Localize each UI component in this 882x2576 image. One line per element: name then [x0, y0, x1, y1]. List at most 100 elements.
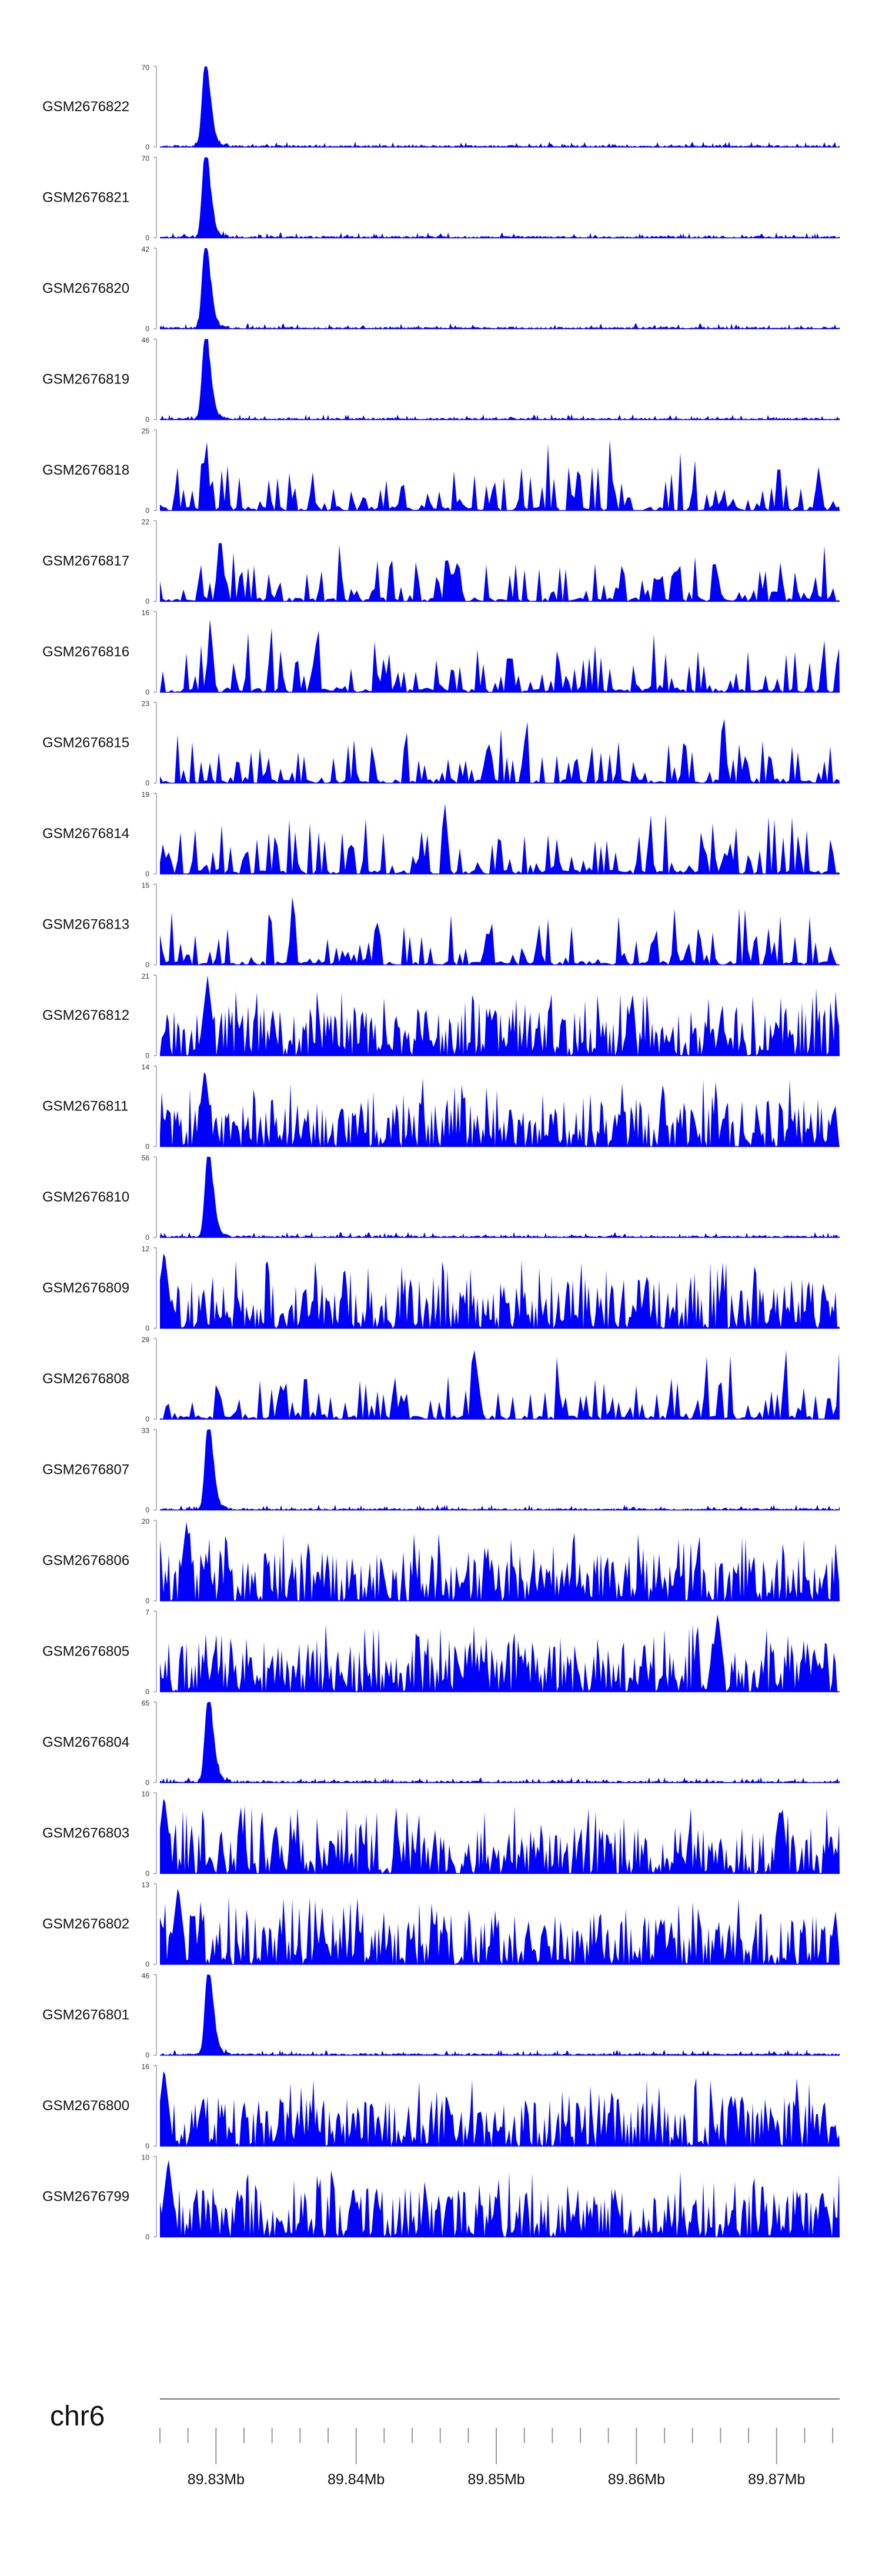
track-GSM2676808: GSM2676808 29 0 — [42, 1336, 840, 1423]
y-min-label: 0 — [145, 1597, 149, 1605]
y-min-label: 0 — [145, 1506, 149, 1514]
y-max-label: 70 — [142, 155, 150, 163]
y-max-label: 10 — [142, 2154, 150, 2162]
track-GSM2676819: GSM2676819 46 0 — [42, 336, 840, 424]
y-max-label: 21 — [142, 972, 150, 980]
coverage-area — [160, 1702, 840, 1783]
track-GSM2676816: GSM2676816 16 0 — [42, 609, 840, 696]
coverage-area — [160, 248, 840, 329]
y-min-label: 0 — [145, 1870, 149, 1878]
track-label: GSM2676804 — [42, 1734, 129, 1750]
y-min-label: 0 — [145, 2233, 149, 2241]
y-min-label: 0 — [145, 1778, 149, 1787]
y-max-label: 16 — [142, 2063, 150, 2071]
y-max-label: 16 — [142, 609, 150, 617]
coverage-area — [160, 719, 840, 783]
coverage-area — [160, 1253, 840, 1329]
y-min-label: 0 — [145, 506, 149, 515]
coverage-area — [160, 1974, 840, 2056]
y-max-label: 70 — [142, 64, 150, 72]
track-label: GSM2676799 — [42, 2189, 129, 2205]
track-label: GSM2676805 — [42, 1644, 129, 1660]
track-GSM2676812: GSM2676812 21 0 — [42, 972, 840, 1060]
y-max-label: 46 — [142, 336, 150, 345]
coverage-area — [160, 339, 840, 420]
coverage-area — [160, 157, 840, 238]
y-min-label: 0 — [145, 870, 149, 878]
track-label: GSM2676820 — [42, 281, 129, 296]
track-GSM2676811: GSM2676811 14 0 — [42, 1063, 840, 1151]
coverage-area — [160, 1614, 840, 1692]
coverage-area — [160, 543, 840, 602]
y-max-label: 23 — [142, 700, 150, 708]
track-GSM2676804: GSM2676804 65 0 — [42, 1699, 840, 1787]
axis-tick-label: 89.86Mb — [608, 2471, 665, 2488]
track-GSM2676817: GSM2676817 22 0 — [42, 518, 840, 606]
track-label: GSM2676802 — [42, 1916, 129, 1932]
axis-tick-label: 89.84Mb — [328, 2471, 385, 2488]
y-min-label: 0 — [145, 1052, 149, 1060]
track-GSM2676801: GSM2676801 46 0 — [42, 1972, 840, 2060]
track-GSM2676803: GSM2676803 10 0 — [42, 1790, 840, 1878]
y-min-label: 0 — [145, 2142, 149, 2150]
coverage-area — [160, 1888, 840, 1964]
track-label: GSM2676817 — [42, 553, 129, 569]
track-label: GSM2676807 — [42, 1462, 129, 1478]
track-label: GSM2676809 — [42, 1280, 129, 1296]
y-max-label: 20 — [142, 1517, 150, 1526]
y-min-label: 0 — [145, 779, 149, 788]
coverage-area — [160, 1429, 840, 1510]
track-label: GSM2676801 — [42, 2007, 129, 2023]
y-max-label: 65 — [142, 1699, 150, 1707]
track-GSM2676807: GSM2676807 33 0 — [42, 1427, 840, 1514]
track-label: GSM2676800 — [42, 2098, 129, 2114]
coverage-area — [160, 975, 840, 1056]
coverage-area — [160, 66, 840, 147]
y-min-label: 0 — [145, 598, 149, 606]
axis-tick-label: 89.87Mb — [748, 2471, 805, 2488]
track-label: GSM2676810 — [42, 1189, 129, 1205]
y-max-label: 13 — [142, 1881, 150, 1889]
y-min-label: 0 — [145, 1143, 149, 1151]
track-GSM2676802: GSM2676802 13 0 — [42, 1881, 840, 1968]
coverage-area — [160, 2071, 840, 2146]
y-max-label: 7 — [145, 1609, 149, 1617]
coverage-area — [160, 1157, 840, 1237]
track-label: GSM2676819 — [42, 372, 129, 388]
coverage-area — [160, 1072, 840, 1147]
coverage-area — [160, 803, 840, 874]
track-label: GSM2676816 — [42, 644, 129, 660]
chromosome-label: chr6 — [50, 2401, 105, 2432]
coverage-area — [160, 1798, 840, 1874]
y-min-label: 0 — [145, 1233, 149, 1242]
coverage-area — [160, 1521, 840, 1601]
track-label: GSM2676814 — [42, 826, 129, 842]
genome-axis: chr6 89.83Mb 89.84Mb 89.85Mb 89.86Mb 89.87Mb — [50, 2398, 840, 2488]
coverage-area — [160, 897, 840, 965]
y-max-label: 42 — [142, 245, 150, 253]
y-max-label: 25 — [142, 427, 150, 435]
axis-tick-label: 89.83Mb — [188, 2471, 245, 2488]
y-max-label: 29 — [142, 1336, 150, 1344]
coverage-tracks: GSM2676822700GSM2676821700GSM2676820420G… — [42, 64, 840, 2241]
y-max-label: 14 — [142, 1063, 150, 1072]
y-max-label: 12 — [142, 1245, 150, 1253]
coverage-area — [160, 1350, 840, 1419]
track-label: GSM2676803 — [42, 1826, 129, 1841]
track-GSM2676799: GSM2676799 10 0 — [42, 2154, 840, 2241]
y-min-label: 0 — [145, 2051, 149, 2060]
track-GSM2676810: GSM2676810 56 0 — [42, 1154, 840, 1242]
y-max-label: 22 — [142, 518, 150, 526]
track-GSM2676821: GSM2676821 70 0 — [42, 155, 840, 242]
track-GSM2676814: GSM2676814 19 0 — [42, 790, 840, 878]
track-GSM2676813: GSM2676813 15 0 — [42, 882, 840, 969]
axis-tick-label: 89.85Mb — [467, 2471, 524, 2488]
y-min-label: 0 — [145, 234, 149, 242]
track-label: GSM2676811 — [42, 1099, 128, 1115]
y-min-label: 0 — [145, 1960, 149, 1968]
track-GSM2676806: GSM2676806 20 0 — [42, 1517, 840, 1605]
track-GSM2676822: GSM2676822 70 0 — [42, 64, 840, 151]
track-label: GSM2676806 — [42, 1553, 129, 1569]
track-label: GSM2676822 — [42, 99, 129, 115]
